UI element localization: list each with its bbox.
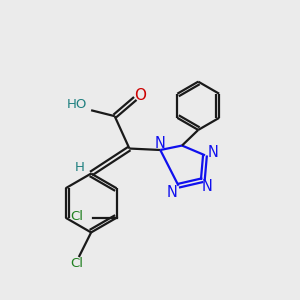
- Text: O: O: [135, 88, 147, 103]
- Text: Cl: Cl: [70, 210, 84, 223]
- Text: N: N: [154, 136, 165, 151]
- Text: Cl: Cl: [70, 257, 83, 270]
- Text: N: N: [202, 179, 213, 194]
- Text: N: N: [167, 185, 178, 200]
- Text: H: H: [75, 160, 85, 174]
- Text: HO: HO: [66, 98, 87, 111]
- Text: N: N: [208, 145, 219, 160]
